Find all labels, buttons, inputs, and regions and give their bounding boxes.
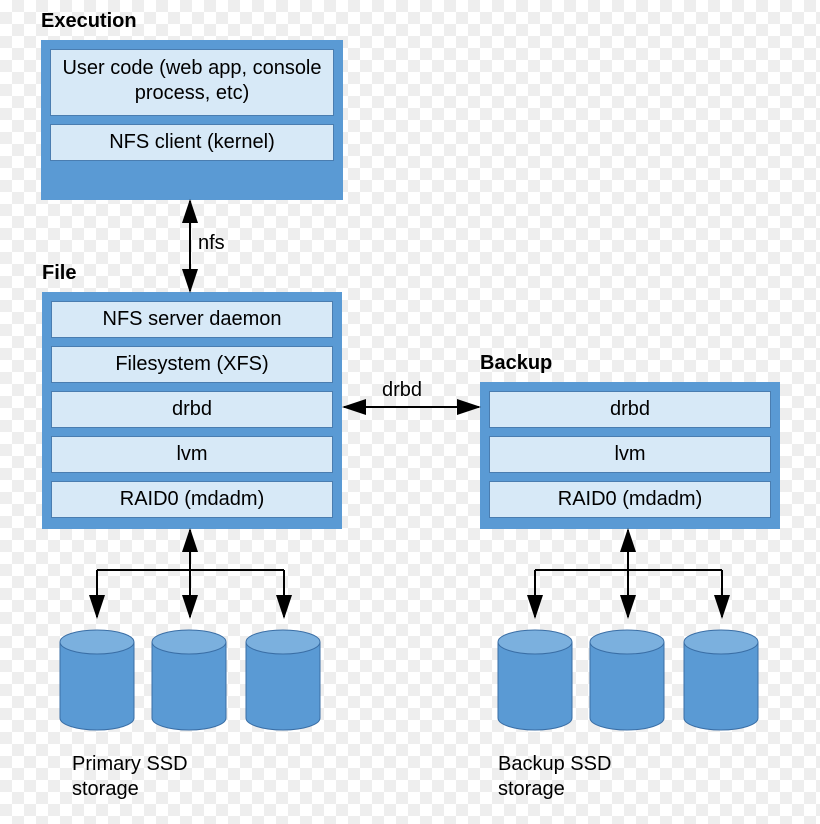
file-box: NFS server daemon Filesystem (XFS) drbd …: [42, 292, 342, 529]
edge-label-drbd: drbd: [382, 379, 422, 402]
cylinder-primary-1: [60, 630, 134, 730]
backup-item-drbd: drbd: [489, 391, 771, 428]
file-item-drbd: drbd: [51, 391, 333, 428]
cylinder-backup-2: [590, 630, 664, 730]
execution-item-usercode: User code (web app, console process, etc…: [50, 49, 334, 116]
execution-title: Execution: [41, 10, 137, 33]
backup-box: drbd lvm RAID0 (mdadm): [480, 382, 780, 529]
execution-box: User code (web app, console process, etc…: [41, 40, 343, 200]
primary-storage-label: Primary SSD storage: [72, 752, 252, 802]
cylinder-primary-3: [246, 630, 320, 730]
file-item-lvm: lvm: [51, 436, 333, 473]
file-item-nfs-server: NFS server daemon: [51, 301, 333, 338]
edge-label-nfs: nfs: [198, 232, 225, 255]
file-title: File: [42, 262, 76, 285]
backup-storage-label-text: Backup SSD storage: [498, 753, 611, 800]
execution-item-nfsclient: NFS client (kernel): [50, 124, 334, 161]
backup-item-raid0: RAID0 (mdadm): [489, 481, 771, 518]
backup-title: Backup: [480, 352, 552, 375]
file-item-filesystem: Filesystem (XFS): [51, 346, 333, 383]
primary-storage-label-text: Primary SSD storage: [72, 753, 188, 800]
cylinder-primary-2: [152, 630, 226, 730]
backup-item-lvm: lvm: [489, 436, 771, 473]
cylinder-backup-1: [498, 630, 572, 730]
backup-storage-label: Backup SSD storage: [498, 752, 678, 802]
cylinder-backup-3: [684, 630, 758, 730]
file-item-raid0: RAID0 (mdadm): [51, 481, 333, 518]
